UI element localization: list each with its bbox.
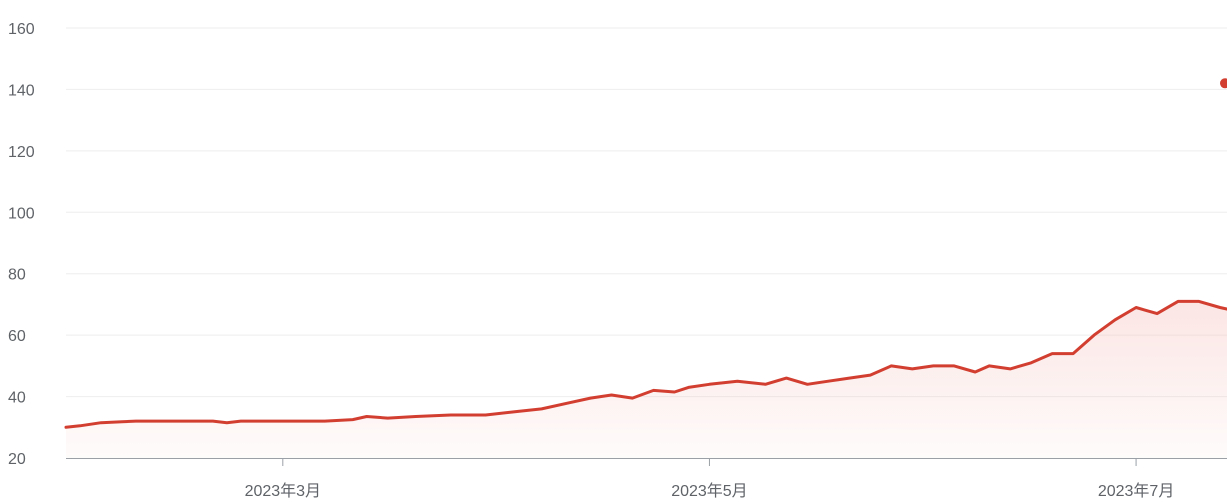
y-axis: 20 40 60 80 100 120 140 160 <box>8 21 35 468</box>
y-tick-label: 60 <box>8 328 26 345</box>
y-tick-label: 20 <box>8 451 26 468</box>
y-tick-label: 80 <box>8 267 26 284</box>
series-line <box>64 78 1227 429</box>
y-tick-label: 160 <box>8 21 35 38</box>
x-tick-label: 2023年5月 <box>671 482 748 500</box>
y-tick-label: 100 <box>8 205 35 222</box>
y-tick-label: 140 <box>8 82 35 99</box>
last-point-marker[interactable] <box>1220 78 1227 89</box>
x-axis: 2023年3月 2023年5月 2023年7月 <box>66 458 1227 500</box>
series-area-fill <box>66 301 1227 458</box>
series-area <box>66 301 1227 458</box>
x-tick-label: 2023年3月 <box>245 482 322 500</box>
y-tick-label: 40 <box>8 390 26 407</box>
gridlines <box>66 27 1227 398</box>
y-tick-label: 120 <box>8 144 35 161</box>
x-tick-label: 2023年7月 <box>1098 482 1175 500</box>
series-line-path <box>64 299 1227 429</box>
